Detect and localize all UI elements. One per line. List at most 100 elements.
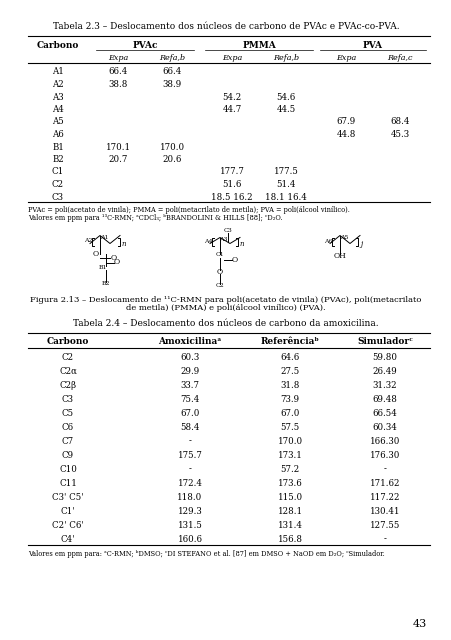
Text: C3: C3	[52, 193, 64, 202]
Text: -: -	[383, 534, 386, 543]
Text: 57.2: 57.2	[280, 465, 299, 474]
Text: O: O	[110, 253, 117, 262]
Text: 33.7: 33.7	[180, 381, 199, 390]
Text: 66.54: 66.54	[372, 408, 396, 417]
Text: A6: A6	[52, 130, 64, 139]
Text: O: O	[93, 250, 99, 259]
Text: 69.48: 69.48	[372, 394, 396, 403]
Text: C1: C1	[52, 168, 64, 177]
Text: 118.0: 118.0	[177, 493, 202, 502]
Text: de metila) (PMMA) e poli(álcool vinílico) (PVA).: de metila) (PMMA) e poli(álcool vinílico…	[126, 305, 325, 312]
Text: 127.55: 127.55	[369, 520, 399, 529]
Text: PVA: PVA	[362, 42, 382, 51]
Text: 38.9: 38.9	[162, 80, 181, 89]
Text: B1: B1	[98, 265, 107, 270]
Text: 18.1 16.4: 18.1 16.4	[265, 193, 306, 202]
Text: C4': C4'	[60, 534, 75, 543]
Text: C2α: C2α	[59, 367, 77, 376]
Text: 73.9: 73.9	[280, 394, 299, 403]
Text: 66.4: 66.4	[162, 67, 181, 77]
Text: Expa: Expa	[335, 54, 355, 62]
Text: C2β: C2β	[59, 381, 76, 390]
Text: 20.7: 20.7	[108, 155, 127, 164]
Text: 54.2: 54.2	[222, 93, 241, 102]
Text: C5: C5	[62, 408, 74, 417]
Text: 172.4: 172.4	[177, 479, 202, 488]
Text: Figura 2.13 – Deslocamento de ¹¹C-RMN para poli(acetato de vinila) (PVAc), poli(: Figura 2.13 – Deslocamento de ¹¹C-RMN pa…	[30, 296, 421, 303]
Text: A6: A6	[323, 239, 331, 244]
Text: 128.1: 128.1	[277, 506, 302, 515]
Text: A5: A5	[52, 118, 64, 127]
Text: O: O	[216, 268, 223, 275]
Text: 51.6: 51.6	[222, 180, 241, 189]
Text: 43: 43	[412, 619, 426, 629]
Text: 170.0: 170.0	[159, 143, 184, 152]
Text: A5: A5	[339, 235, 347, 240]
Text: A2: A2	[83, 238, 92, 243]
Text: j: j	[359, 239, 361, 248]
Text: C3' C5': C3' C5'	[52, 493, 83, 502]
Text: 166.30: 166.30	[369, 436, 399, 445]
Text: C2: C2	[52, 180, 64, 189]
Text: 68.4: 68.4	[390, 118, 409, 127]
Text: 60.3: 60.3	[180, 353, 199, 362]
Text: C3: C3	[223, 228, 232, 233]
Text: Expa: Expa	[108, 54, 128, 62]
Text: Amoxicilinaᵃ: Amoxicilinaᵃ	[158, 337, 221, 346]
Text: Carbono: Carbono	[37, 42, 79, 51]
Text: 175.7: 175.7	[177, 451, 202, 460]
Text: 29.9: 29.9	[180, 367, 199, 376]
Text: B2: B2	[52, 155, 64, 164]
Text: C1: C1	[215, 252, 224, 257]
Text: 38.8: 38.8	[108, 80, 127, 89]
Text: C11: C11	[59, 479, 77, 488]
Text: n: n	[239, 239, 244, 248]
Text: 131.4: 131.4	[277, 520, 302, 529]
Text: 57.5: 57.5	[280, 422, 299, 431]
Text: C6: C6	[62, 422, 74, 431]
Text: 44.8: 44.8	[336, 130, 355, 139]
Text: OH: OH	[333, 253, 345, 260]
Text: Tabela 2.3 – Deslocamento dos núcleos de carbono de PVAc e PVAc-co-PVA.: Tabela 2.3 – Deslocamento dos núcleos de…	[53, 22, 398, 31]
Text: 176.30: 176.30	[369, 451, 399, 460]
Text: B1: B1	[52, 143, 64, 152]
Text: Valores em ppm para ¹³C-RMN; ᵃCDCl₃; ᵇBRANDOLINI & HILLS [88]; ᶜD₂O.: Valores em ppm para ¹³C-RMN; ᵃCDCl₃; ᵇBR…	[28, 214, 282, 221]
Text: 173.1: 173.1	[277, 451, 302, 460]
Text: 171.62: 171.62	[369, 479, 400, 488]
Text: 130.41: 130.41	[369, 506, 400, 515]
Text: 117.22: 117.22	[369, 493, 400, 502]
Text: A2: A2	[52, 80, 64, 89]
Text: 44.5: 44.5	[276, 105, 295, 114]
Text: 59.80: 59.80	[372, 353, 396, 362]
Text: Valores em ppm para: ᵃC-RMN; ᵇDMSO; ᶜDI STEFANO et al. [87] em DMSO + NaOD em D₂: Valores em ppm para: ᵃC-RMN; ᵇDMSO; ᶜDI …	[28, 550, 384, 557]
Text: 66.4: 66.4	[108, 67, 127, 77]
Text: Expa: Expa	[221, 54, 242, 62]
Text: n: n	[122, 239, 126, 248]
Text: Simuladorᶜ: Simuladorᶜ	[356, 337, 412, 346]
Text: O: O	[114, 259, 120, 266]
Text: B2: B2	[101, 281, 110, 286]
Text: 18.5 16.2: 18.5 16.2	[211, 193, 252, 202]
Text: A1: A1	[100, 235, 108, 240]
Text: C2: C2	[62, 353, 74, 362]
Text: A4: A4	[52, 105, 64, 114]
Text: 64.6: 64.6	[280, 353, 299, 362]
Text: C1': C1'	[60, 506, 75, 515]
Text: 160.6: 160.6	[177, 534, 202, 543]
Text: C2: C2	[215, 283, 224, 288]
Text: 45.3: 45.3	[390, 130, 409, 139]
Text: PVAc: PVAc	[132, 42, 157, 51]
Text: 54.6: 54.6	[276, 93, 295, 102]
Text: -: -	[188, 465, 191, 474]
Text: PMMA: PMMA	[242, 42, 275, 51]
Text: 67.0: 67.0	[280, 408, 299, 417]
Text: 170.0: 170.0	[277, 436, 302, 445]
Text: 177.7: 177.7	[219, 168, 244, 177]
Text: 67.9: 67.9	[336, 118, 355, 127]
Text: Refa,b: Refa,b	[272, 54, 299, 62]
Text: 131.5: 131.5	[177, 520, 202, 529]
Text: A3: A3	[218, 237, 227, 242]
Text: 156.8: 156.8	[277, 534, 302, 543]
Text: 75.4: 75.4	[180, 394, 199, 403]
Text: Refa,c: Refa,c	[387, 54, 412, 62]
